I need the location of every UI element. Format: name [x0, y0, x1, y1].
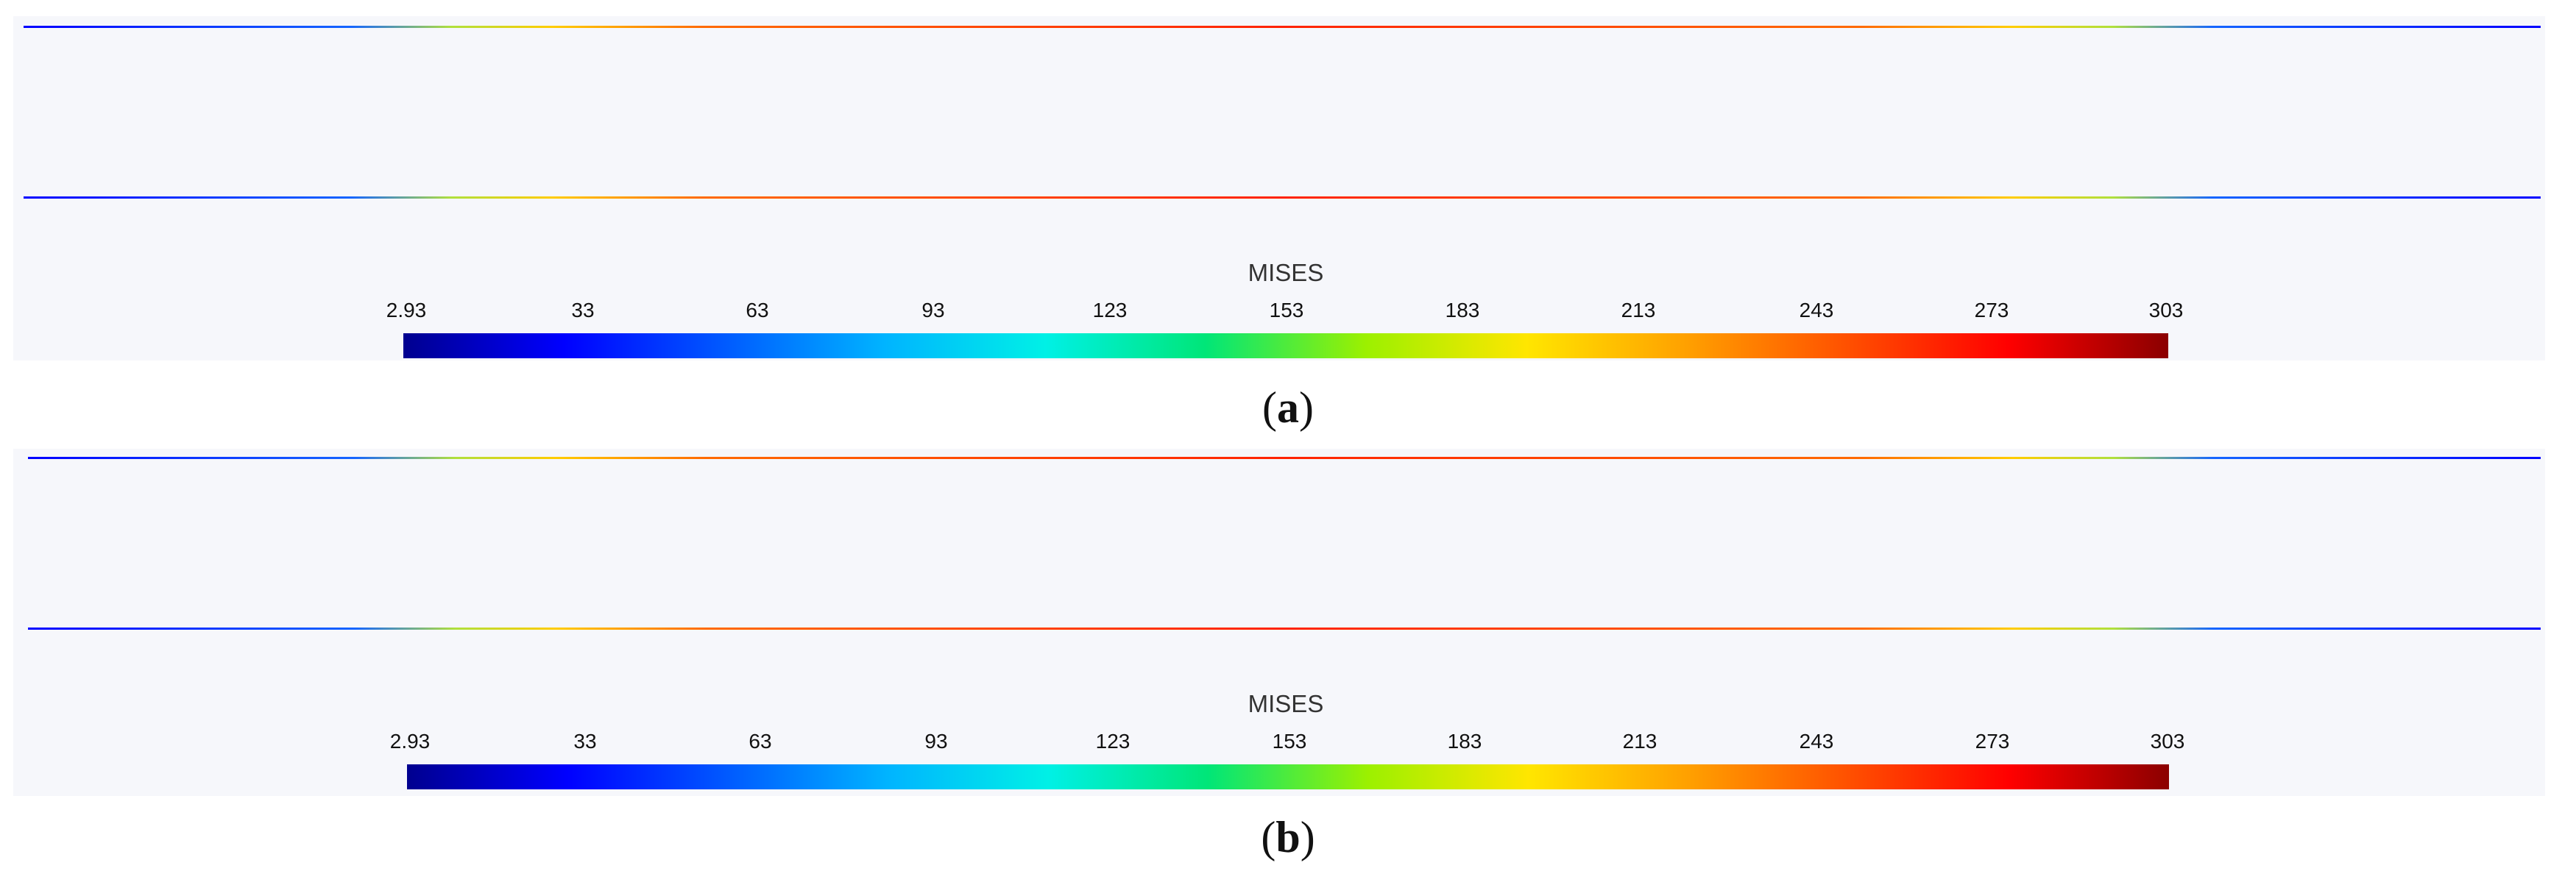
- panel-b-bottom-stress-edge: [28, 628, 2541, 630]
- panel-a-tick-label: 63: [746, 299, 769, 321]
- panel-a-tick-label: 33: [571, 299, 595, 321]
- panel-a-tick-label: 183: [1445, 299, 1480, 321]
- panel-b-tick-label: 273: [1975, 730, 2010, 753]
- panel-b-top-stress-edge: [28, 457, 2541, 459]
- panel-a-tick-label: 273: [1974, 299, 2009, 321]
- panel-a-caption-letter: a: [1277, 383, 1299, 432]
- panel-b-caption-open-paren: (: [1261, 813, 1276, 861]
- panel-b-tick-label: 123: [1095, 730, 1130, 753]
- panel-a-tick-label: 2.93: [386, 299, 427, 321]
- panel-a-tick-label: 123: [1092, 299, 1128, 321]
- panel-a-tick-label: 243: [1799, 299, 1834, 321]
- panel-a-caption-open-paren: (: [1262, 383, 1277, 432]
- panel-b-tick-label: 2.93: [389, 730, 431, 753]
- panel-b-tick-label: 183: [1447, 730, 1482, 753]
- panel-b-tick-label: 153: [1272, 730, 1307, 753]
- panel-a-caption-close-paren: ): [1299, 383, 1314, 432]
- panel-a-bottom-stress-edge: [24, 196, 2541, 199]
- panel-b-tick-label: 243: [1799, 730, 1834, 753]
- panel-a-background: [13, 16, 2545, 360]
- panel-b-tick-label: 33: [573, 730, 597, 753]
- panel-a-tick-label: 213: [1621, 299, 1656, 321]
- panel-b-caption-close-paren: ): [1300, 813, 1315, 861]
- panel-b-caption-letter: b: [1275, 813, 1301, 861]
- panel-b-caption: (b): [1214, 812, 1362, 863]
- panel-a-tick-label: 303: [2148, 299, 2184, 321]
- panel-a-caption: (a): [1214, 383, 1362, 433]
- panel-b-legend-title: MISES: [1248, 690, 1324, 717]
- panel-a-colorbar: [403, 333, 2168, 358]
- panel-b-tick-label: 63: [749, 730, 772, 753]
- panel-a-tick-label: 93: [921, 299, 945, 321]
- panel-a-legend-title: MISES: [1248, 259, 1324, 286]
- panel-a-tick-label: 153: [1269, 299, 1304, 321]
- panel-b-background: [13, 449, 2545, 796]
- panel-b-tick-label: 93: [924, 730, 948, 753]
- panel-b-tick-label: 213: [1622, 730, 1657, 753]
- panel-b-colorbar: [407, 764, 2169, 789]
- panel-b-tick-label: 303: [2150, 730, 2185, 753]
- panel-a-top-stress-edge: [24, 26, 2541, 28]
